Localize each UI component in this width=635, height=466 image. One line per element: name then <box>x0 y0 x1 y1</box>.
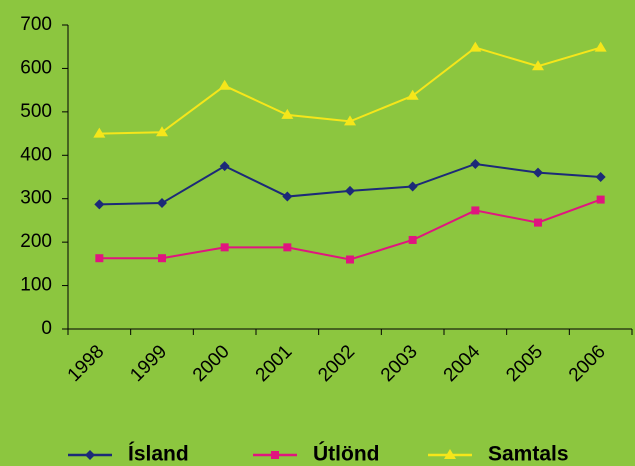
point <box>469 41 482 52</box>
point <box>283 243 292 252</box>
point <box>470 158 481 169</box>
x-tick-label: 2001 <box>252 341 297 386</box>
point <box>594 41 607 52</box>
x-tick-label: 2005 <box>502 341 547 386</box>
x-tick-label: 2002 <box>314 341 359 386</box>
point <box>95 254 104 263</box>
legend-marker <box>271 451 279 459</box>
x-tick-label: 1998 <box>64 341 109 386</box>
point <box>346 255 354 264</box>
point <box>219 161 230 172</box>
point <box>220 243 229 252</box>
legend-marker <box>85 450 95 460</box>
point <box>407 181 418 192</box>
point <box>94 199 105 210</box>
y-tick-label: 100 <box>20 275 52 296</box>
legend-label: Samtals <box>488 443 569 466</box>
point <box>532 60 544 71</box>
x-tick-label: 2003 <box>377 341 422 386</box>
x-tick-label: 1999 <box>126 341 171 386</box>
x-tick-label: 2004 <box>440 341 485 386</box>
y-tick-label: 200 <box>20 231 52 252</box>
point <box>345 185 355 196</box>
point <box>218 79 231 90</box>
point <box>408 235 417 244</box>
point <box>281 108 294 119</box>
point <box>406 89 419 100</box>
point <box>158 254 166 263</box>
y-tick-label: 600 <box>20 57 52 78</box>
point <box>595 172 606 182</box>
line <box>99 198 602 261</box>
legend-marker <box>444 449 456 459</box>
legend-label: Ísland <box>128 443 189 466</box>
point <box>534 218 542 227</box>
line <box>99 162 601 206</box>
point <box>596 195 605 204</box>
x-tick-label: 2006 <box>565 341 610 386</box>
x-tick-label: 2000 <box>189 341 234 386</box>
point <box>282 191 293 202</box>
point <box>156 126 168 137</box>
y-tick-label: 700 <box>20 14 52 35</box>
point <box>344 115 356 126</box>
y-tick-label: 400 <box>20 144 52 165</box>
legend-label: Útlönd <box>313 442 379 466</box>
point <box>93 127 106 138</box>
point <box>533 167 543 178</box>
y-tick-label: 300 <box>20 188 52 209</box>
point <box>157 198 167 209</box>
y-tick-label: 0 <box>41 318 52 339</box>
point <box>471 206 480 215</box>
y-tick-label: 500 <box>20 101 52 122</box>
